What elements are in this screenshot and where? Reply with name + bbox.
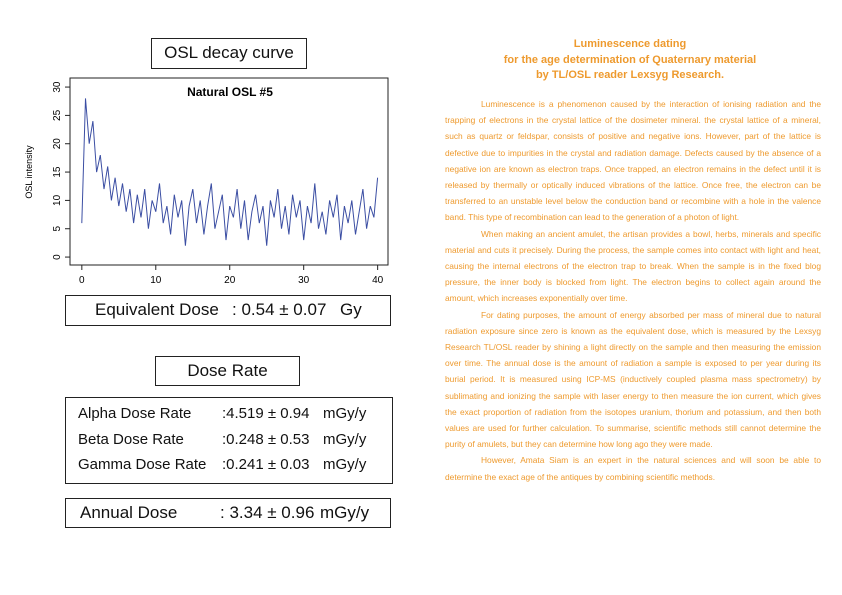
chart: Natural OSL #5 OSL intensity 0 10 20 30 40 0 5… bbox=[24, 77, 389, 286]
annual-dose-box bbox=[65, 498, 391, 528]
unit: mGy/y bbox=[323, 430, 367, 448]
x-tick-label: 10 bbox=[150, 275, 162, 286]
label: Beta Dose Rate bbox=[78, 430, 184, 448]
y-tick-label: 25 bbox=[52, 109, 63, 121]
value: : 0.54 ± 0.07 bbox=[232, 300, 327, 319]
chart-title: Natural OSL #5 bbox=[187, 85, 273, 99]
value: :4.519 ± 0.94 bbox=[222, 405, 310, 422]
y-tick-label: 5 bbox=[52, 226, 63, 232]
dose-rate-title-box bbox=[155, 356, 300, 386]
value: :0.241 ± 0.03 bbox=[222, 456, 310, 473]
dose-rate-title: Dose Rate bbox=[187, 361, 268, 380]
unit: mGy/y bbox=[320, 503, 370, 522]
title-line: by TL/OSL reader Lexsyg Research. bbox=[535, 69, 725, 81]
y-tick-label: 20 bbox=[52, 138, 63, 150]
paragraph: However, Amata Siam is an expert in the … bbox=[445, 455, 821, 482]
plot-frame bbox=[69, 77, 389, 266]
unit: Gy bbox=[340, 300, 362, 319]
x-tick-label: 40 bbox=[372, 275, 384, 286]
y-axis-label: OSL intensity bbox=[24, 145, 34, 199]
y-tick-label: 10 bbox=[52, 194, 63, 206]
y-tick-label: 15 bbox=[52, 166, 63, 178]
label: Gamma Dose Rate bbox=[78, 456, 207, 473]
unit: mGy/y bbox=[323, 405, 367, 422]
unit: mGy/y bbox=[323, 456, 367, 473]
header: OSL decay curve bbox=[164, 43, 294, 62]
article-title: Luminescence dating for the age determina… bbox=[440, 37, 820, 84]
data-line bbox=[81, 98, 379, 246]
y-tick-label: 0 bbox=[52, 254, 63, 260]
equivalent-dose-box bbox=[65, 295, 391, 326]
paragraph: When making an ancient amulet, the artis… bbox=[445, 228, 821, 304]
paragraph: For dating purposes, the amount of energ… bbox=[445, 309, 821, 450]
x-tick-label: 30 bbox=[298, 275, 310, 286]
label: Annual Dose bbox=[80, 503, 178, 522]
article-body: Luminescence is a phenomenon caused by t… bbox=[445, 96, 821, 485]
value: :0.248 ± 0.53 bbox=[222, 430, 310, 448]
dose-rate-box bbox=[65, 397, 393, 484]
label: Alpha Dose Rate bbox=[78, 405, 192, 422]
y-tick-label: 30 bbox=[52, 81, 63, 93]
paragraph: Luminescence is a phenomenon caused by t… bbox=[445, 99, 821, 223]
title-line: for the age determination of Quaternary … bbox=[503, 53, 757, 66]
x-tick-label: 0 bbox=[79, 275, 85, 286]
title-line: Luminescence dating bbox=[573, 38, 687, 50]
value: : 3.34 ± 0.96 bbox=[220, 503, 315, 522]
header-box bbox=[151, 38, 307, 69]
x-tick-label: 20 bbox=[224, 275, 236, 286]
label: Equivalent Dose bbox=[95, 300, 219, 319]
